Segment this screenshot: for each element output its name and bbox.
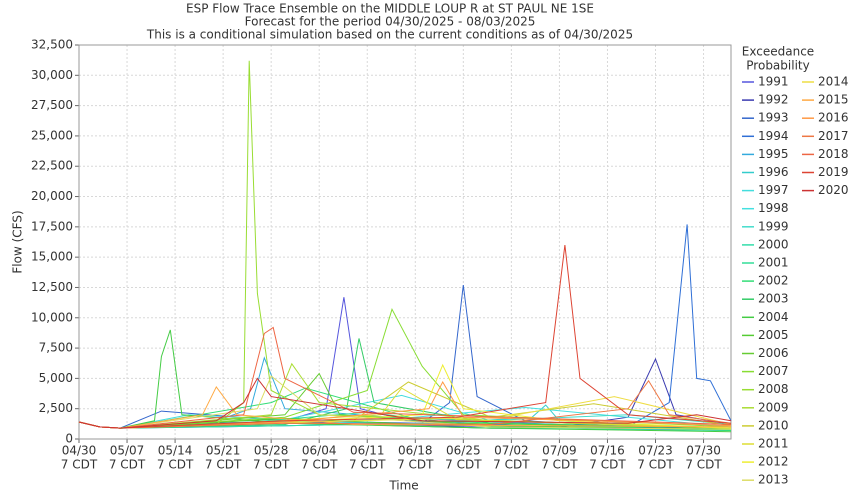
chart-title: ESP Flow Trace Ensemble on the MIDDLE LO… bbox=[186, 2, 594, 16]
legend-label: 1991 bbox=[758, 75, 789, 89]
legend-label: 2011 bbox=[758, 437, 789, 451]
y-tick-label: 22,500 bbox=[31, 159, 73, 173]
x-tick-label: 7 CDT bbox=[253, 458, 290, 472]
legend-label: 1995 bbox=[758, 147, 789, 161]
legend-label: 2000 bbox=[758, 237, 789, 251]
x-tick-label: 7 CDT bbox=[61, 458, 98, 472]
x-tick-label: 7 CDT bbox=[349, 458, 386, 472]
y-tick-label: 10,000 bbox=[31, 310, 73, 324]
legend-label: 2019 bbox=[818, 165, 849, 179]
x-tick-label: 7 CDT bbox=[397, 458, 434, 472]
y-tick-label: 5,000 bbox=[39, 371, 73, 385]
legend-label: 2009 bbox=[758, 400, 789, 414]
y-tick-label: 0 bbox=[65, 432, 73, 446]
x-axis-label: Time bbox=[388, 479, 418, 493]
y-tick-label: 7,500 bbox=[39, 341, 73, 355]
x-tick-label: 05/21 bbox=[206, 444, 241, 458]
x-tick-label: 7 CDT bbox=[541, 458, 578, 472]
x-tick-label: 07/09 bbox=[542, 444, 577, 458]
legend-label: 2015 bbox=[818, 93, 849, 107]
x-tick-label: 06/25 bbox=[446, 444, 481, 458]
legend-label: 1994 bbox=[758, 129, 789, 143]
x-tick-label: 7 CDT bbox=[493, 458, 530, 472]
y-tick-label: 20,000 bbox=[31, 189, 73, 203]
legend-label: 2008 bbox=[758, 382, 789, 396]
y-tick-label: 30,000 bbox=[31, 68, 73, 82]
legend-label: 1992 bbox=[758, 93, 789, 107]
legend-label: 2003 bbox=[758, 292, 789, 306]
x-tick-label: 7 CDT bbox=[445, 458, 482, 472]
legend-label: 1993 bbox=[758, 111, 789, 125]
legend-label: 1997 bbox=[758, 183, 789, 197]
x-tick-label: 06/18 bbox=[398, 444, 433, 458]
x-tick-label: 05/14 bbox=[158, 444, 193, 458]
legend-title: Exceedance bbox=[742, 45, 814, 59]
y-tick-label: 27,500 bbox=[31, 98, 73, 112]
y-tick-label: 17,500 bbox=[31, 219, 73, 233]
x-tick-label: 05/28 bbox=[254, 444, 289, 458]
x-tick-label: 7 CDT bbox=[301, 458, 338, 472]
x-tick-label: 7 CDT bbox=[157, 458, 194, 472]
x-tick-label: 05/07 bbox=[110, 444, 145, 458]
plot-frame bbox=[78, 44, 732, 440]
legend-label: 2013 bbox=[758, 473, 789, 487]
x-tick-label: 07/23 bbox=[638, 444, 673, 458]
x-tick-label: 06/11 bbox=[350, 444, 385, 458]
y-tick-label: 25,000 bbox=[31, 128, 73, 142]
legend-label: 2012 bbox=[758, 455, 789, 469]
legend-label: 1999 bbox=[758, 219, 789, 233]
legend-label: 2002 bbox=[758, 274, 789, 288]
x-tick-label: 07/30 bbox=[686, 444, 721, 458]
legend-label: 2020 bbox=[818, 183, 849, 197]
y-tick-label: 15,000 bbox=[31, 250, 73, 264]
flow-trace bbox=[78, 377, 732, 429]
legend-label: 2010 bbox=[758, 418, 789, 432]
legend-label: 2014 bbox=[818, 75, 849, 89]
legend-label: 2016 bbox=[818, 111, 849, 125]
y-tick-label: 32,500 bbox=[31, 38, 73, 52]
legend-label: 2018 bbox=[818, 147, 849, 161]
x-tick-label: 06/04 bbox=[302, 444, 337, 458]
legend-title: Probability bbox=[746, 59, 809, 73]
legend-label: 1996 bbox=[758, 165, 789, 179]
x-tick-label: 7 CDT bbox=[109, 458, 146, 472]
legend-label: 2001 bbox=[758, 256, 789, 270]
legend-label: 2006 bbox=[758, 346, 789, 360]
x-tick-label: 7 CDT bbox=[589, 458, 626, 472]
y-tick-label: 12,500 bbox=[31, 280, 73, 294]
legend-label: 2007 bbox=[758, 364, 789, 378]
legend-label: 2017 bbox=[818, 129, 849, 143]
x-tick-label: 07/16 bbox=[590, 444, 625, 458]
y-tick-label: 2,500 bbox=[39, 401, 73, 415]
y-axis-label: Flow (CFS) bbox=[11, 210, 25, 273]
x-tick-label: 7 CDT bbox=[685, 458, 722, 472]
x-tick-label: 07/02 bbox=[494, 444, 529, 458]
x-tick-label: 04/30 bbox=[62, 444, 97, 458]
legend-label: 2005 bbox=[758, 328, 789, 342]
chart-subtitle: Forecast for the period 04/30/2025 - 08/… bbox=[245, 15, 536, 29]
x-tick-label: 7 CDT bbox=[205, 458, 242, 472]
legend-label: 2004 bbox=[758, 310, 789, 324]
chart-subtitle: This is a conditional simulation based o… bbox=[146, 28, 633, 42]
legend-label: 1998 bbox=[758, 201, 789, 215]
x-tick-label: 7 CDT bbox=[637, 458, 674, 472]
